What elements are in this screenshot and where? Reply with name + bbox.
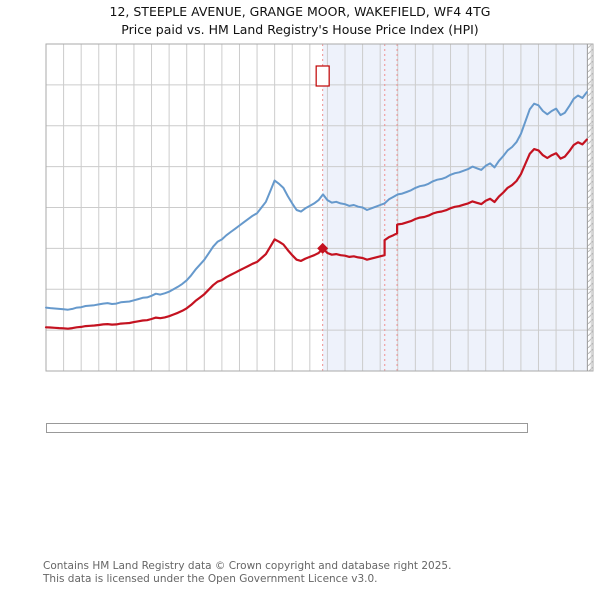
license-note: Contains HM Land Registry data © Crown c…: [43, 560, 451, 585]
sale-number-box: [315, 65, 330, 87]
page-subtitle: Price paid vs. HM Land Registry's House …: [121, 22, 479, 37]
price-history-chart: [44, 43, 594, 372]
license-line1: Contains HM Land Registry data © Crown c…: [43, 560, 452, 572]
hpi-line: [45, 91, 588, 311]
legend-box: [46, 423, 528, 433]
plot-frame: [45, 43, 594, 372]
license-line2: This data is licensed under the Open Gov…: [43, 572, 378, 585]
sale-marker-diamond: [317, 242, 329, 254]
page-title: 12, STEEPLE AVENUE, GRANGE MOOR, WAKEFIE…: [109, 4, 491, 19]
